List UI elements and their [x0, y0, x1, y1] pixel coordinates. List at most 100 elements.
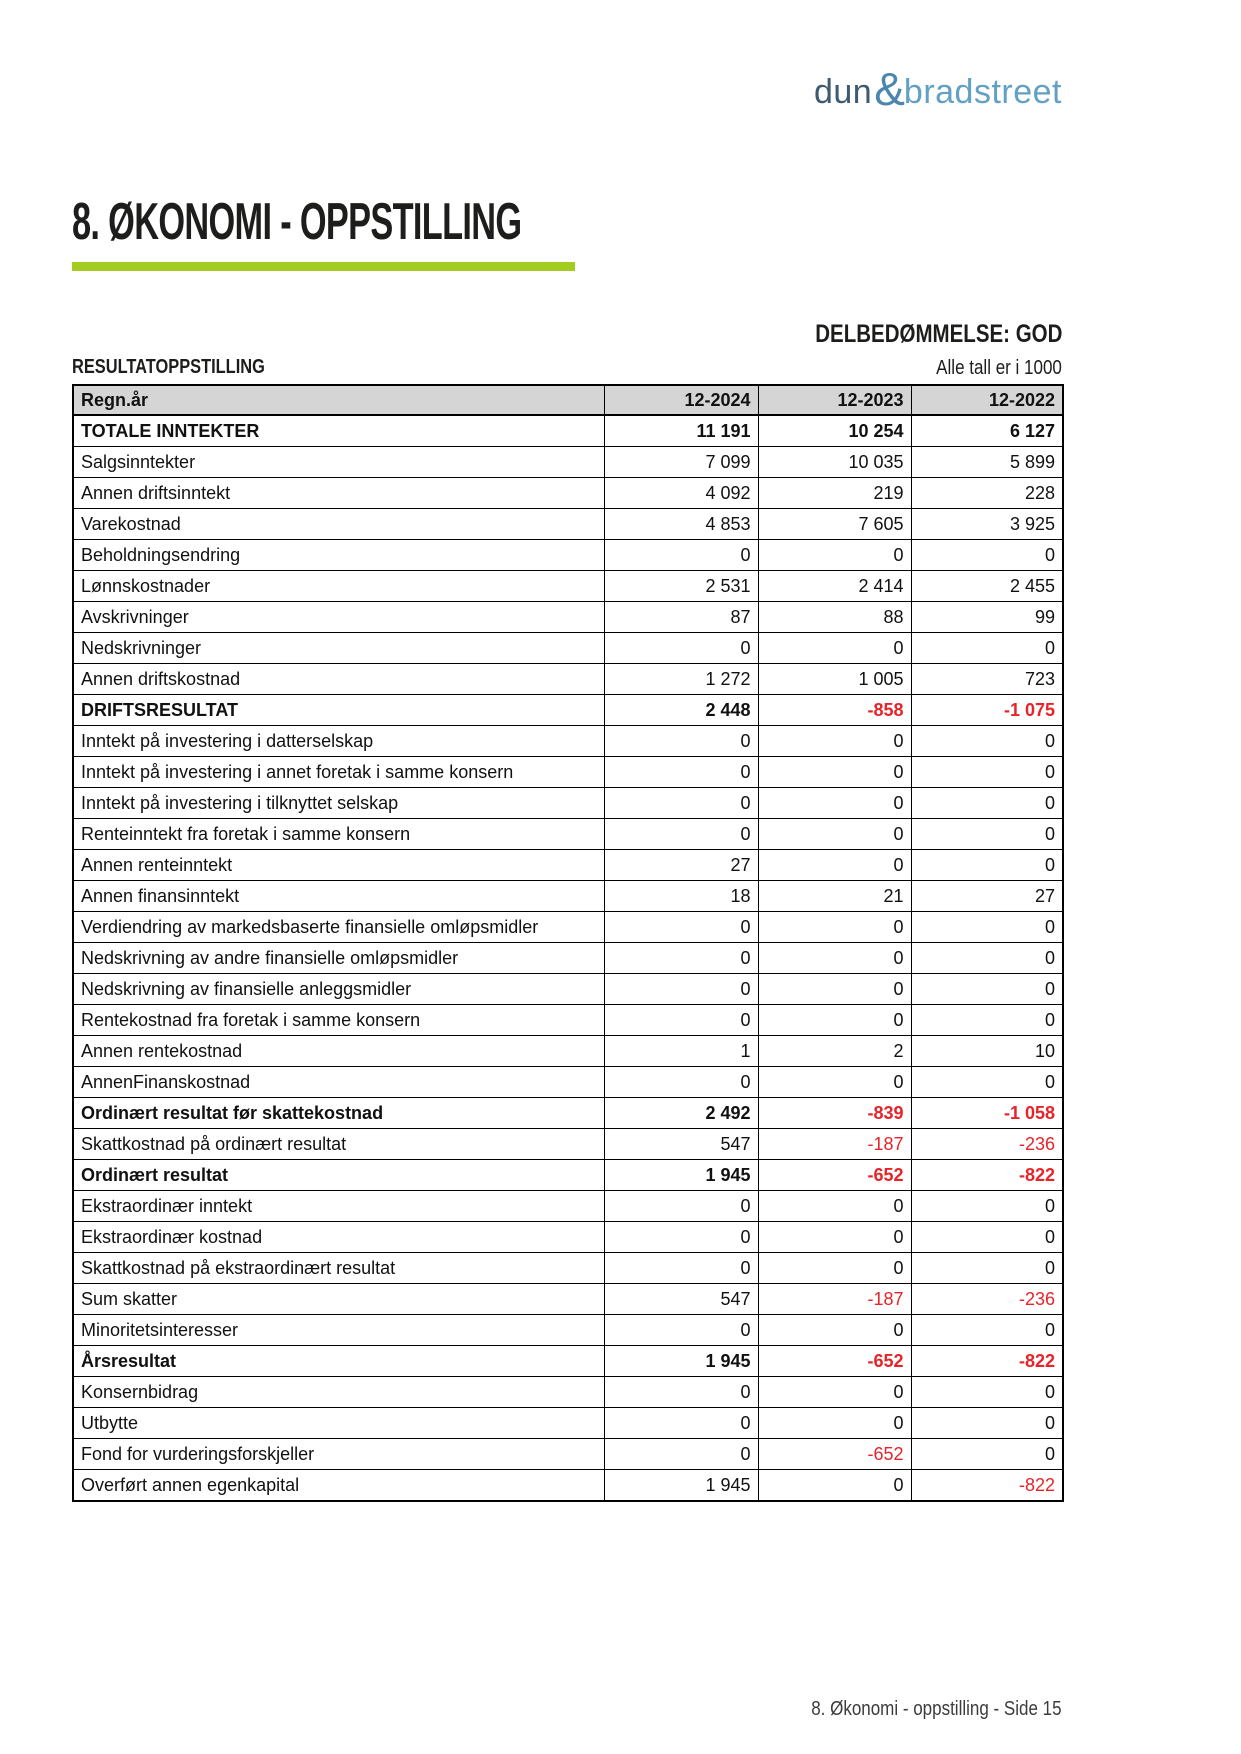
row-value: 2 455	[910, 570, 1064, 602]
row-label: Annen rentekostnad	[72, 1035, 605, 1067]
table-row: DRIFTSRESULTAT 2 448 -858 -1 075	[72, 694, 1064, 726]
row-value: 0	[603, 539, 759, 571]
header-cell-regnar: Regn.år	[72, 384, 605, 416]
row-label: Sum skatter	[72, 1283, 605, 1315]
row-label: Salgsinntekter	[72, 446, 605, 478]
table-row: AnnenFinanskostnad 0 0 0	[72, 1066, 1064, 1098]
row-label: DRIFTSRESULTAT	[72, 694, 605, 726]
row-value: 0	[910, 539, 1064, 571]
header-cell-12-2022: 12-2022	[910, 384, 1064, 416]
row-value: -822	[910, 1469, 1064, 1502]
row-value: 0	[757, 1221, 912, 1253]
table-row: Skattkostnad på ekstraordinært resultat 0…	[72, 1252, 1064, 1284]
row-value: 0	[603, 911, 759, 943]
row-label: Ekstraordinær inntekt	[72, 1190, 605, 1222]
row-value: 0	[910, 1438, 1064, 1470]
row-value: 1	[603, 1035, 759, 1067]
row-label: Lønnskostnader	[72, 570, 605, 602]
row-value: 0	[910, 725, 1064, 757]
row-value: 0	[757, 911, 912, 943]
row-value: 0	[910, 942, 1064, 974]
row-label: Ekstraordinær kostnad	[72, 1221, 605, 1253]
row-value: 0	[910, 849, 1064, 881]
table-row: Avskrivninger 87 88 99	[72, 601, 1064, 633]
table-row: Utbytte 0 0 0	[72, 1407, 1064, 1439]
row-label: Skattkostnad på ordinært resultat	[72, 1128, 605, 1160]
row-value: 0	[757, 787, 912, 819]
row-value: 0	[603, 756, 759, 788]
row-label: Renteinntekt fra foretak i samme konsern	[72, 818, 605, 850]
row-label: Nedskrivning av andre finansielle omløps…	[72, 942, 605, 974]
logo-text-dun: dun	[813, 73, 873, 111]
table-row: Nedskrivning av andre finansielle omløps…	[72, 942, 1064, 974]
table-row: TOTALE INNTEKTER 11 191 10 254 6 127	[72, 414, 1064, 447]
row-label: Fond for vurderingsforskjeller	[72, 1438, 605, 1470]
page-footer: 8. Økonomi - oppstilling - Side 15	[811, 1698, 1062, 1720]
row-value: 87	[603, 601, 759, 633]
row-value: 0	[603, 1066, 759, 1098]
row-label: Ordinært resultat før skattekostnad	[72, 1097, 605, 1129]
row-value: 0	[757, 1190, 912, 1222]
row-value: 0	[603, 1314, 759, 1346]
row-value: 0	[910, 787, 1064, 819]
row-label: Minoritetsinteresser	[72, 1314, 605, 1346]
row-value: 7 605	[757, 508, 912, 540]
row-label: Annen driftskostnad	[72, 663, 605, 695]
table-row: Salgsinntekter 7 099 10 035 5 899	[72, 446, 1064, 478]
row-value: 0	[757, 725, 912, 757]
dun-bradstreet-logo: dun & bradstreet	[813, 66, 1062, 112]
table-row: Verdiendring av markedsbaserte finansiel…	[72, 911, 1064, 943]
table-row: Beholdningsendring 0 0 0	[72, 539, 1064, 571]
table-row: Annen finansinntekt 18 21 27	[72, 880, 1064, 912]
row-value: 0	[603, 787, 759, 819]
row-label: Annen renteinntekt	[72, 849, 605, 881]
row-label: Annen driftsinntekt	[72, 477, 605, 509]
row-value: 0	[910, 818, 1064, 850]
table-row: Skattkostnad på ordinært resultat 547 -187…	[72, 1128, 1064, 1160]
row-value: -652	[757, 1438, 912, 1470]
row-value: 723	[910, 663, 1064, 695]
table-row: Sum skatter 547 -187 -236	[72, 1283, 1064, 1315]
row-value: 0	[757, 1252, 912, 1284]
row-value: 21	[757, 880, 912, 912]
row-value: 0	[910, 1066, 1064, 1098]
table-row: Annen driftskostnad 1 272 1 005 723	[72, 663, 1064, 695]
row-value: 10 035	[757, 446, 912, 478]
row-value: 18	[603, 880, 759, 912]
row-label: Verdiendring av markedsbaserte finansiel…	[72, 911, 605, 943]
row-value: 547	[603, 1283, 759, 1315]
row-value: 3 925	[910, 508, 1064, 540]
row-value: 0	[757, 818, 912, 850]
table-row: Ordinært resultat før skattekostnad 2 492…	[72, 1097, 1064, 1129]
table-row: Annen rentekostnad 1 2 10	[72, 1035, 1064, 1067]
result-table: Regn.år 12-2024 12-2023 12-2022 TOTALE I…	[72, 384, 1064, 1502]
row-value: 0	[910, 1407, 1064, 1439]
row-value: 11 191	[603, 414, 759, 447]
table-row: Konsernbidrag 0 0 0	[72, 1376, 1064, 1408]
logo-ampersand-icon: &	[874, 63, 905, 115]
row-value: -652	[757, 1345, 912, 1377]
row-label: Nedskrivning av finansielle anleggsmidle…	[72, 973, 605, 1005]
units-note: Alle tall er i 1000	[936, 357, 1062, 379]
row-label: Årsresultat	[72, 1345, 605, 1377]
row-label: Beholdningsendring	[72, 539, 605, 571]
row-value: 0	[757, 973, 912, 1005]
row-label: Inntekt på investering i annet foretak i…	[72, 756, 605, 788]
header-cell-12-2024: 12-2024	[603, 384, 759, 416]
table-row: Minoritetsinteresser 0 0 0	[72, 1314, 1064, 1346]
row-value: 2 448	[603, 694, 759, 726]
table-row: Fond for vurderingsforskjeller 0 -652 0	[72, 1438, 1064, 1470]
row-label: Inntekt på investering i tilknyttet sels…	[72, 787, 605, 819]
row-value: 0	[910, 1252, 1064, 1284]
table-row: Ekstraordinær inntekt 0 0 0	[72, 1190, 1064, 1222]
row-value: 1 005	[757, 663, 912, 695]
table-row: Nedskrivning av finansielle anleggsmidle…	[72, 973, 1064, 1005]
row-value: 0	[603, 1252, 759, 1284]
row-value: -822	[910, 1345, 1064, 1377]
row-value: -652	[757, 1159, 912, 1191]
section-title: RESULTATOPPSTILLING	[72, 356, 265, 378]
row-value: 0	[603, 1376, 759, 1408]
row-value: 4 853	[603, 508, 759, 540]
row-value: 0	[603, 725, 759, 757]
row-value: 0	[603, 1004, 759, 1036]
